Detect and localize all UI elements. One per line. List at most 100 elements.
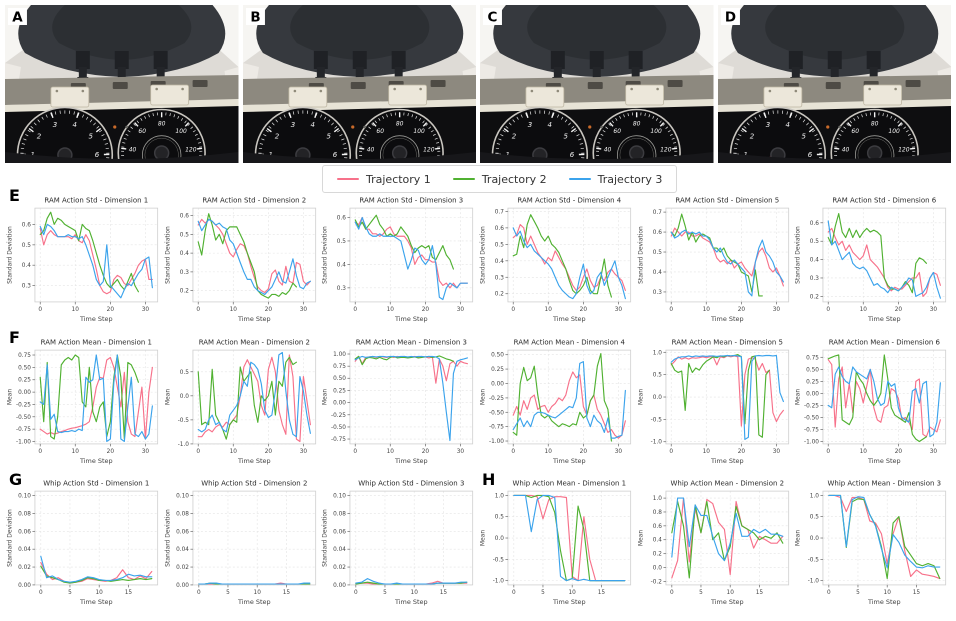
svg-text:80: 80 <box>870 121 878 128</box>
svg-text:5: 5 <box>226 590 230 596</box>
svg-text:0: 0 <box>196 449 200 455</box>
chart-whip-mean-2: 0 5 10 15 -0.2 0.0 0.2 0.4 0.6 0.8 1.0 Whip Action … <box>636 477 794 615</box>
svg-text:2: 2 <box>37 132 42 140</box>
chart-whip-std-2: 0 5 10 15 0.00 0.02 0.04 0.06 0.08 0.10 Whip Actio… <box>163 477 321 615</box>
legend-line-swatch <box>337 178 359 180</box>
svg-text:Standard Deviation: Standard Deviation <box>479 226 486 284</box>
chart-whip-mean-1: 0 5 10 15 -1.0 -0.5 0.0 0.5 1.0 Whip Action Mean … <box>478 477 636 615</box>
svg-text:10: 10 <box>229 307 237 313</box>
svg-text:-0.25: -0.25 <box>489 396 504 402</box>
photo-panel-b: 0123456720406080100120140B <box>242 5 476 163</box>
dashboard-photo-art: 0123456720406080100120140A <box>5 5 239 163</box>
svg-text:Mean: Mean <box>164 389 171 405</box>
svg-text:RAM Action Mean - Dimension 2: RAM Action Mean - Dimension 2 <box>198 339 309 347</box>
svg-text:Time Step: Time Step <box>79 598 113 606</box>
svg-text:0.00: 0.00 <box>806 391 819 397</box>
svg-text:Time Step: Time Step <box>867 315 901 323</box>
svg-text:RAM Action Mean - Dimension 3: RAM Action Mean - Dimension 3 <box>356 339 467 347</box>
svg-text:2: 2 <box>512 132 517 140</box>
svg-text:30: 30 <box>615 449 623 455</box>
photo-panel-d: 0123456720406080100120140D <box>717 5 951 163</box>
svg-text:0.08: 0.08 <box>18 511 31 517</box>
svg-text:60: 60 <box>613 128 621 135</box>
svg-text:10: 10 <box>253 590 261 596</box>
svg-text:0.6: 0.6 <box>495 226 505 232</box>
svg-text:Mean: Mean <box>795 530 802 546</box>
svg-text:20: 20 <box>422 449 430 455</box>
svg-text:RAM Action Mean - Dimension 1: RAM Action Mean - Dimension 1 <box>41 339 152 347</box>
svg-text:80: 80 <box>158 121 166 128</box>
svg-text:0.5: 0.5 <box>495 242 505 248</box>
svg-text:10: 10 <box>545 449 553 455</box>
svg-text:4: 4 <box>548 121 552 129</box>
svg-text:0: 0 <box>511 449 515 455</box>
svg-text:40: 40 <box>129 147 137 154</box>
panel-label-g: G <box>9 470 23 489</box>
svg-text:3: 3 <box>528 121 532 129</box>
svg-text:10: 10 <box>96 590 104 596</box>
legend-item-1: Trajectory 1 <box>337 173 431 186</box>
chart-ram-std-5: 0 10 20 30 0.3 0.4 0.5 0.6 0.7 RAM Action Std - D… <box>636 194 794 332</box>
svg-text:1.0: 1.0 <box>495 493 505 499</box>
svg-text:120: 120 <box>660 147 672 154</box>
svg-text:6: 6 <box>332 151 337 159</box>
svg-text:Mean: Mean <box>479 530 486 546</box>
svg-text:-0.75: -0.75 <box>331 437 346 443</box>
svg-text:100: 100 <box>888 128 900 135</box>
line-chart-svg: 0 10 20 30 0.3 0.4 0.5 0.6 RAM Action Std - Dime… <box>6 197 159 323</box>
svg-text:0.10: 0.10 <box>333 494 346 500</box>
svg-text:30: 30 <box>457 449 465 455</box>
legend-line-swatch <box>568 178 591 180</box>
svg-text:0.25: 0.25 <box>333 388 346 394</box>
svg-text:0.75: 0.75 <box>806 355 819 361</box>
svg-text:0.06: 0.06 <box>333 529 346 535</box>
svg-text:3: 3 <box>765 121 769 129</box>
svg-text:C: C <box>488 9 498 25</box>
svg-text:40: 40 <box>841 147 849 154</box>
svg-text:10: 10 <box>569 590 577 596</box>
svg-text:10: 10 <box>884 590 892 596</box>
svg-text:10: 10 <box>860 449 868 455</box>
svg-text:Time Step: Time Step <box>79 315 113 323</box>
chart-whip-std-3: 0 5 10 15 0.00 0.02 0.04 0.06 0.08 0.10 Whip Actio… <box>320 477 478 615</box>
svg-text:0.50: 0.50 <box>18 365 31 371</box>
svg-text:10: 10 <box>229 449 237 455</box>
svg-text:Mean: Mean <box>479 389 486 405</box>
svg-text:0: 0 <box>827 590 831 596</box>
svg-text:60: 60 <box>376 128 384 135</box>
svg-text:30: 30 <box>142 449 150 455</box>
svg-text:RAM Action Mean - Dimension 4: RAM Action Mean - Dimension 4 <box>514 339 626 347</box>
svg-text:0.3: 0.3 <box>495 275 505 281</box>
dashboard-photo-art: 0123456720406080100120140C <box>480 5 714 163</box>
svg-text:0.50: 0.50 <box>333 376 346 382</box>
svg-text:0.0: 0.0 <box>179 394 189 400</box>
svg-text:30: 30 <box>457 307 465 313</box>
svg-text:Time Step: Time Step <box>710 457 744 465</box>
svg-text:0.6: 0.6 <box>810 221 820 227</box>
svg-text:20: 20 <box>580 307 588 313</box>
chart-ram-mean-5: 0 10 20 30 -1.0 -0.5 0.0 0.5 1.0 RAM Action Mean … <box>636 336 794 474</box>
svg-text:0.04: 0.04 <box>333 547 346 553</box>
svg-text:0.5: 0.5 <box>495 515 505 521</box>
svg-text:0.6: 0.6 <box>652 524 662 530</box>
chart-ram-std-2: 0 10 20 30 0.2 0.3 0.4 0.5 0.6 RAM Action Std - D… <box>163 194 321 332</box>
svg-text:0.8: 0.8 <box>652 510 662 516</box>
svg-text:-1.00: -1.00 <box>804 440 819 446</box>
line-chart-svg: 0 5 10 15 0.00 0.02 0.04 0.06 0.08 0.10 Whip Actio… <box>164 480 316 606</box>
svg-text:20: 20 <box>107 307 115 313</box>
svg-text:Whip Action Std - Dimension 1: Whip Action Std - Dimension 1 <box>43 480 149 488</box>
svg-text:20: 20 <box>580 449 588 455</box>
svg-text:0.3: 0.3 <box>810 276 820 282</box>
chart-ram-mean-3: 0 10 20 30 -0.75 -0.50 -0.25 0.00 0.25 0.50 0.75 1.… <box>320 336 478 474</box>
svg-text:0.50: 0.50 <box>806 367 819 373</box>
svg-text:RAM Action Std - Dimension 6: RAM Action Std - Dimension 6 <box>833 197 937 205</box>
legend-label: Trajectory 2 <box>481 172 547 186</box>
svg-text:1.0: 1.0 <box>652 496 662 502</box>
svg-text:0.00: 0.00 <box>491 381 504 387</box>
svg-text:0.4: 0.4 <box>652 270 662 276</box>
svg-text:-0.50: -0.50 <box>804 415 819 421</box>
svg-text:Standard Deviation: Standard Deviation <box>6 226 13 284</box>
line-chart-svg: 0 5 10 15 -0.2 0.0 0.2 0.4 0.6 0.8 1.0 Whip Action … <box>637 480 789 606</box>
svg-text:Time Step: Time Step <box>394 315 428 323</box>
svg-text:0.4: 0.4 <box>652 538 662 544</box>
